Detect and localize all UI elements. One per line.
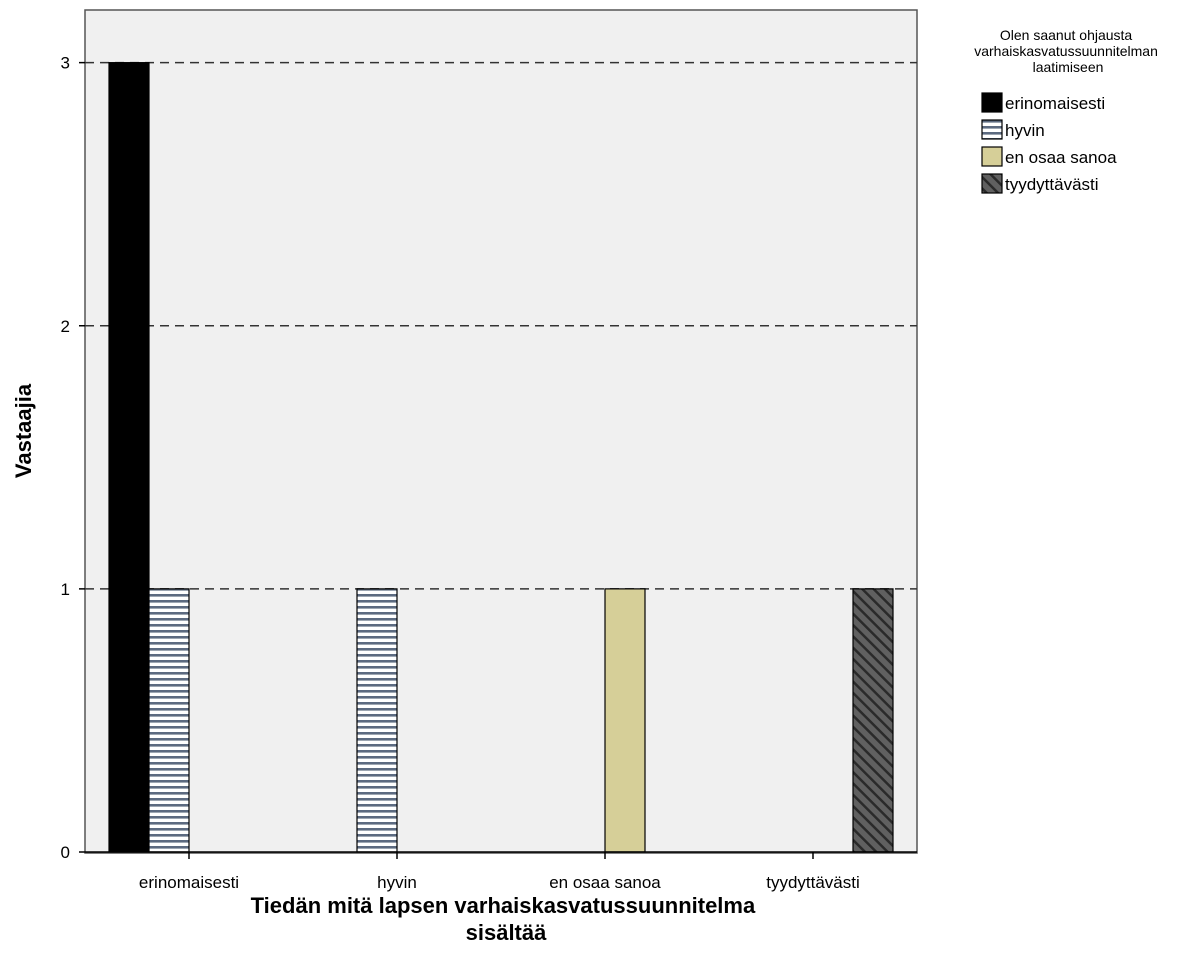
y-tick-label-3: 3 xyxy=(61,54,70,73)
x-tick-label-en-osaa-sanoa: en osaa sanoa xyxy=(549,873,661,892)
x-tick-label-tyydyttavasti: tyydyttävästi xyxy=(766,873,860,892)
legend-swatch-en-osaa-sanoa xyxy=(981,146,1003,167)
x-axis-title-line-2: sisältää xyxy=(466,920,547,945)
gridlines xyxy=(85,61,917,590)
legend-label-en-osaa-sanoa: en osaa sanoa xyxy=(1005,148,1117,167)
legend-items: erinomaisesti hyvin en osaa sanoa tyydyttäv… xyxy=(981,92,1117,194)
bars xyxy=(108,62,894,853)
legend-title: Olen saanut ohjausta varhaiskasvatussuun… xyxy=(974,27,1162,75)
legend-label-tyydyttavasti: tyydyttävästi xyxy=(1005,175,1099,194)
legend-swatch-erinomaisesti xyxy=(981,92,1003,113)
y-axis-title: Vastaajia xyxy=(11,383,36,478)
legend-title-line-1: Olen saanut ohjausta xyxy=(1000,27,1133,43)
bar-erinomaisesti-hyvin xyxy=(148,588,190,853)
y-tick-label-2: 2 xyxy=(61,317,70,336)
legend-label-hyvin: hyvin xyxy=(1005,121,1045,140)
plot-area xyxy=(84,9,918,854)
legend: Olen saanut ohjausta varhaiskasvatussuun… xyxy=(974,27,1162,194)
x-axis-ticks: erinomaisesti hyvin en osaa sanoa tyydyttäv… xyxy=(139,852,860,892)
bar-en-osaa-sanoa-en-osaa-sanoa xyxy=(604,588,646,853)
legend-title-line-2: varhaiskasvatussuunnitelman xyxy=(974,43,1158,59)
legend-label-erinomaisesti: erinomaisesti xyxy=(1005,94,1105,113)
legend-title-line-3: laatimiseen xyxy=(1033,59,1104,75)
bar-erinomaisesti-erinomaisesti xyxy=(108,62,150,853)
legend-swatch-hyvin xyxy=(981,119,1003,140)
x-axis-title-line-1: Tiedän mitä lapsen varhaiskasvatussuunni… xyxy=(251,893,756,918)
bar-hyvin-hyvin xyxy=(356,588,398,853)
y-tick-label-1: 1 xyxy=(61,580,70,599)
bar-tyydyttavasti-tyydyttavasti xyxy=(852,588,894,853)
x-tick-label-erinomaisesti: erinomaisesti xyxy=(139,873,239,892)
y-tick-label-0: 0 xyxy=(61,843,70,862)
x-tick-label-hyvin: hyvin xyxy=(377,873,417,892)
legend-swatch-tyydyttavasti xyxy=(981,173,1003,194)
y-axis-ticks: 0 1 2 3 xyxy=(61,54,85,862)
x-axis-title: Tiedän mitä lapsen varhaiskasvatussuunni… xyxy=(251,893,762,945)
